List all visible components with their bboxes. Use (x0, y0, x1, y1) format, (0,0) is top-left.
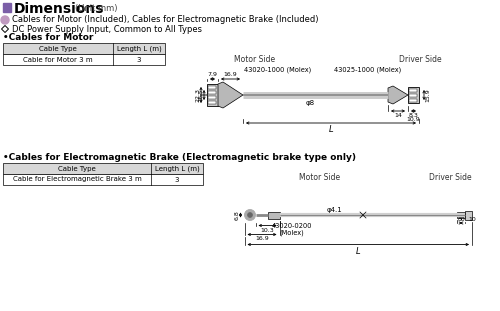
Text: •Cables for Motor: •Cables for Motor (3, 34, 94, 43)
Bar (409, 94, 417, 96)
Bar (208, 101, 216, 104)
Text: 43020-0200
(Molex): 43020-0200 (Molex) (271, 223, 312, 236)
Text: Cable Type: Cable Type (39, 45, 77, 52)
Text: Length L (m): Length L (m) (116, 45, 162, 52)
Text: Cable Type: Cable Type (58, 165, 96, 171)
Bar (465, 211, 472, 220)
Text: 15.9: 15.9 (425, 88, 430, 102)
Text: 22.3: 22.3 (195, 88, 200, 102)
Bar (3, 3, 11, 12)
Text: φ4.1: φ4.1 (326, 207, 342, 213)
Text: 6.8: 6.8 (234, 210, 240, 220)
Text: Dimensions: Dimensions (14, 2, 104, 16)
Text: 10.3: 10.3 (260, 228, 274, 233)
Text: 16.9: 16.9 (224, 72, 237, 77)
Bar (268, 211, 280, 219)
Text: 7.9: 7.9 (208, 72, 218, 77)
Text: 8.3: 8.3 (408, 113, 418, 118)
Text: 43025-1000 (Molex): 43025-1000 (Molex) (334, 67, 402, 73)
Text: Cable for Motor 3 m: Cable for Motor 3 m (23, 57, 93, 63)
Bar (3, 54, 165, 65)
Bar (3, 163, 203, 174)
Text: Cable for Electromagnetic Brake 3 m: Cable for Electromagnetic Brake 3 m (12, 177, 141, 183)
Circle shape (244, 210, 256, 220)
Bar (208, 96, 216, 99)
Bar (409, 99, 417, 101)
Text: L: L (356, 247, 360, 256)
Text: 43020-1000 (Molex): 43020-1000 (Molex) (244, 67, 312, 73)
Polygon shape (388, 86, 408, 104)
Text: DC Power Supply Input, Common to All Types: DC Power Supply Input, Common to All Typ… (12, 25, 202, 34)
Bar (408, 87, 419, 103)
Bar (3, 174, 203, 185)
Bar (208, 86, 216, 89)
Text: Cables for Motor (Included), Cables for Electromagnetic Brake (Included): Cables for Motor (Included), Cables for … (12, 16, 318, 25)
Circle shape (248, 212, 252, 217)
Text: 16.5: 16.5 (198, 89, 203, 101)
Text: Length L (m): Length L (m) (154, 165, 200, 172)
Polygon shape (218, 82, 243, 108)
Bar (208, 91, 216, 94)
Text: Driver Side: Driver Side (398, 55, 442, 64)
Text: 3: 3 (137, 57, 141, 63)
Bar (409, 89, 417, 91)
Text: 80: 80 (457, 217, 465, 222)
Text: 10: 10 (468, 217, 476, 222)
Text: (Unit mm): (Unit mm) (75, 4, 118, 13)
Text: Motor Side: Motor Side (234, 55, 276, 64)
Text: 3: 3 (175, 177, 179, 183)
Bar (457, 212, 465, 218)
Text: 14: 14 (394, 113, 402, 118)
Text: •Cables for Electromagnetic Brake (Electromagnetic brake type only): •Cables for Electromagnetic Brake (Elect… (3, 154, 356, 163)
Bar (3, 43, 165, 54)
Text: 10.9: 10.9 (406, 117, 420, 122)
Text: L: L (328, 125, 334, 134)
Text: Driver Side: Driver Side (428, 174, 472, 183)
Bar (207, 84, 218, 106)
Text: 16.9: 16.9 (255, 236, 269, 242)
Text: Motor Side: Motor Side (300, 174, 341, 183)
Text: φ8: φ8 (306, 100, 314, 106)
Circle shape (1, 16, 9, 24)
